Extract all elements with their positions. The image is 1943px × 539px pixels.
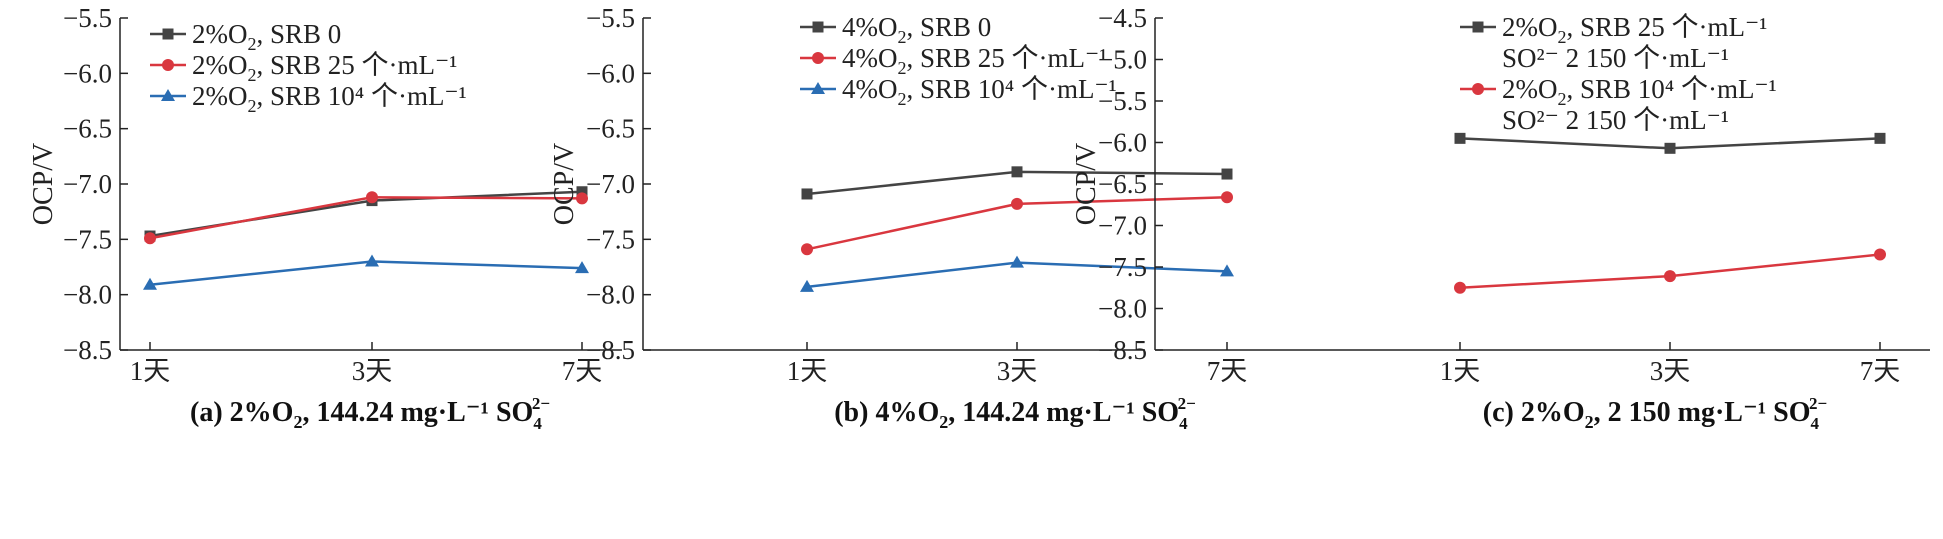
- panel-caption: (b) 4%O2, 144.24 mg·L⁻¹ SO42−: [834, 394, 1196, 433]
- y-tick-label: −8.5: [1098, 335, 1147, 365]
- data-point: [1010, 255, 1024, 268]
- legend-label: 4%O2, SRB 10⁴ 个·mL⁻¹: [842, 74, 1117, 109]
- legend-label: 4%O2, SRB 25 个·mL⁻¹: [842, 43, 1107, 78]
- data-point: [800, 279, 814, 292]
- y-tick-label: −6.0: [586, 58, 635, 88]
- x-tick-label: 7天: [1207, 356, 1248, 386]
- series-line: [149, 196, 583, 240]
- y-tick-label: −6.5: [586, 114, 635, 144]
- legend-label: 2%O2, SRB 10⁴ 个·mL⁻¹: [1502, 74, 1777, 109]
- data-point: [1011, 197, 1023, 210]
- legend-entry: 4%O2, SRB 10⁴ 个·mL⁻¹: [800, 74, 1117, 109]
- legend-entry: 4%O2, SRB 0: [800, 12, 991, 47]
- y-tick-label: −7.5: [1098, 252, 1147, 282]
- data-point: [1220, 264, 1234, 277]
- legend-marker: [812, 21, 824, 33]
- y-tick-label: −4.5: [1098, 3, 1147, 33]
- legend-marker: [162, 28, 174, 40]
- legend-label: 4%O2, SRB 0: [842, 12, 991, 47]
- y-tick-label: −6.5: [1098, 169, 1147, 199]
- x-tick-label: 1天: [130, 356, 171, 386]
- y-tick-label: −7.5: [63, 224, 112, 254]
- data-point: [1874, 248, 1886, 261]
- y-tick-label: −7.0: [586, 169, 635, 199]
- x-tick-label: 3天: [352, 356, 393, 386]
- y-tick-label: −8.0: [586, 280, 635, 310]
- panel-caption: (a) 2%O2, 144.24 mg·L⁻¹ SO42−: [190, 394, 550, 433]
- y-tick-label: −5.5: [63, 3, 112, 33]
- y-tick-label: −8.0: [63, 280, 112, 310]
- y-tick-label: −7.0: [1098, 211, 1147, 241]
- y-tick-label: −6.0: [1098, 128, 1147, 158]
- x-tick-label: 7天: [562, 356, 603, 386]
- y-tick-label: −5.0: [1098, 45, 1147, 75]
- panel-a: −5.5 −6.0 −6.5 −7.0 −7.5 −8.0 −8.5 1天 3天 7天 OCP/V 2…: [28, 3, 622, 433]
- x-tick-label: 7天: [1860, 356, 1901, 386]
- data-point: [1221, 168, 1233, 180]
- y-tick-label: −8.0: [1098, 294, 1147, 324]
- legend-marker: [162, 59, 174, 71]
- data-point: [365, 254, 379, 267]
- legend-label: 2%O2, SRB 10⁴ 个·mL⁻¹: [192, 81, 467, 116]
- y-axis-label: OCP/V: [1071, 143, 1102, 225]
- data-point: [143, 277, 157, 290]
- y-tick-label: −7.5: [586, 224, 635, 254]
- data-point: [366, 191, 378, 204]
- data-point: [1221, 191, 1233, 204]
- y-tick-label: −7.0: [63, 169, 112, 199]
- x-tick-label: 3天: [1650, 356, 1691, 386]
- y-tick-label: −5.5: [586, 3, 635, 33]
- data-point: [801, 188, 813, 200]
- data-point: [1454, 281, 1466, 294]
- x-tick-label: 1天: [1440, 356, 1481, 386]
- data-point: [1664, 270, 1676, 283]
- legend-marker: [812, 52, 824, 64]
- panel-c: −4.5 −5.0 −5.5 −6.0 −6.5 −7.0 −7.5 −8.0 −8.5 1天 3天…: [1071, 3, 1930, 433]
- legend-marker: [811, 82, 825, 94]
- y-tick-label: −5.5: [1098, 86, 1147, 116]
- data-point: [576, 192, 588, 205]
- y-tick-label: −8.5: [586, 335, 635, 365]
- data-point: [1454, 132, 1466, 144]
- legend-marker: [1472, 83, 1484, 95]
- data-point: [576, 186, 588, 198]
- data-point: [1874, 132, 1886, 144]
- legend-label: 2%O2, SRB 0: [192, 19, 341, 54]
- data-point: [1011, 166, 1023, 178]
- x-tick-label: 3天: [997, 356, 1038, 386]
- y-axis-label: OCP/V: [549, 143, 580, 225]
- panel-caption: (c) 2%O2, 2 150 mg·L⁻¹ SO42−: [1483, 394, 1827, 433]
- legend-label: 2%O2, SRB 25 个·mL⁻¹: [1502, 12, 1767, 47]
- data-point: [144, 232, 156, 245]
- legend-entry: 2%O2, SRB 0: [150, 19, 341, 54]
- y-axis-label: OCP/V: [28, 143, 59, 225]
- y-tick-label: −6.5: [63, 114, 112, 144]
- data-point: [1664, 142, 1676, 154]
- legend-entry: 2%O2, SRB 10⁴ 个·mL⁻¹: [150, 81, 467, 116]
- legend-marker: [1472, 21, 1484, 33]
- legend-label-line2: SO²⁻ 2 150 个·mL⁻¹: [1502, 43, 1729, 73]
- legend-marker: [161, 89, 175, 101]
- y-tick-label: −6.0: [63, 58, 112, 88]
- legend-entry: 4%O2, SRB 25 个·mL⁻¹: [800, 43, 1107, 78]
- legend-label-line2: SO²⁻ 2 150 个·mL⁻¹: [1502, 105, 1729, 135]
- legend-entry: 2%O2, SRB 25 个·mL⁻¹: [150, 50, 457, 85]
- x-tick-label: 1天: [787, 356, 828, 386]
- y-tick-label: −8.5: [63, 335, 112, 365]
- data-point: [575, 261, 589, 274]
- panel-b: −5.5 −6.0 −6.5 −7.0 −7.5 −8.0 −8.5 1天 3天 7天 OCP/V 4…: [549, 3, 1247, 433]
- legend-label: 2%O2, SRB 25 个·mL⁻¹: [192, 50, 457, 85]
- data-point: [801, 243, 813, 256]
